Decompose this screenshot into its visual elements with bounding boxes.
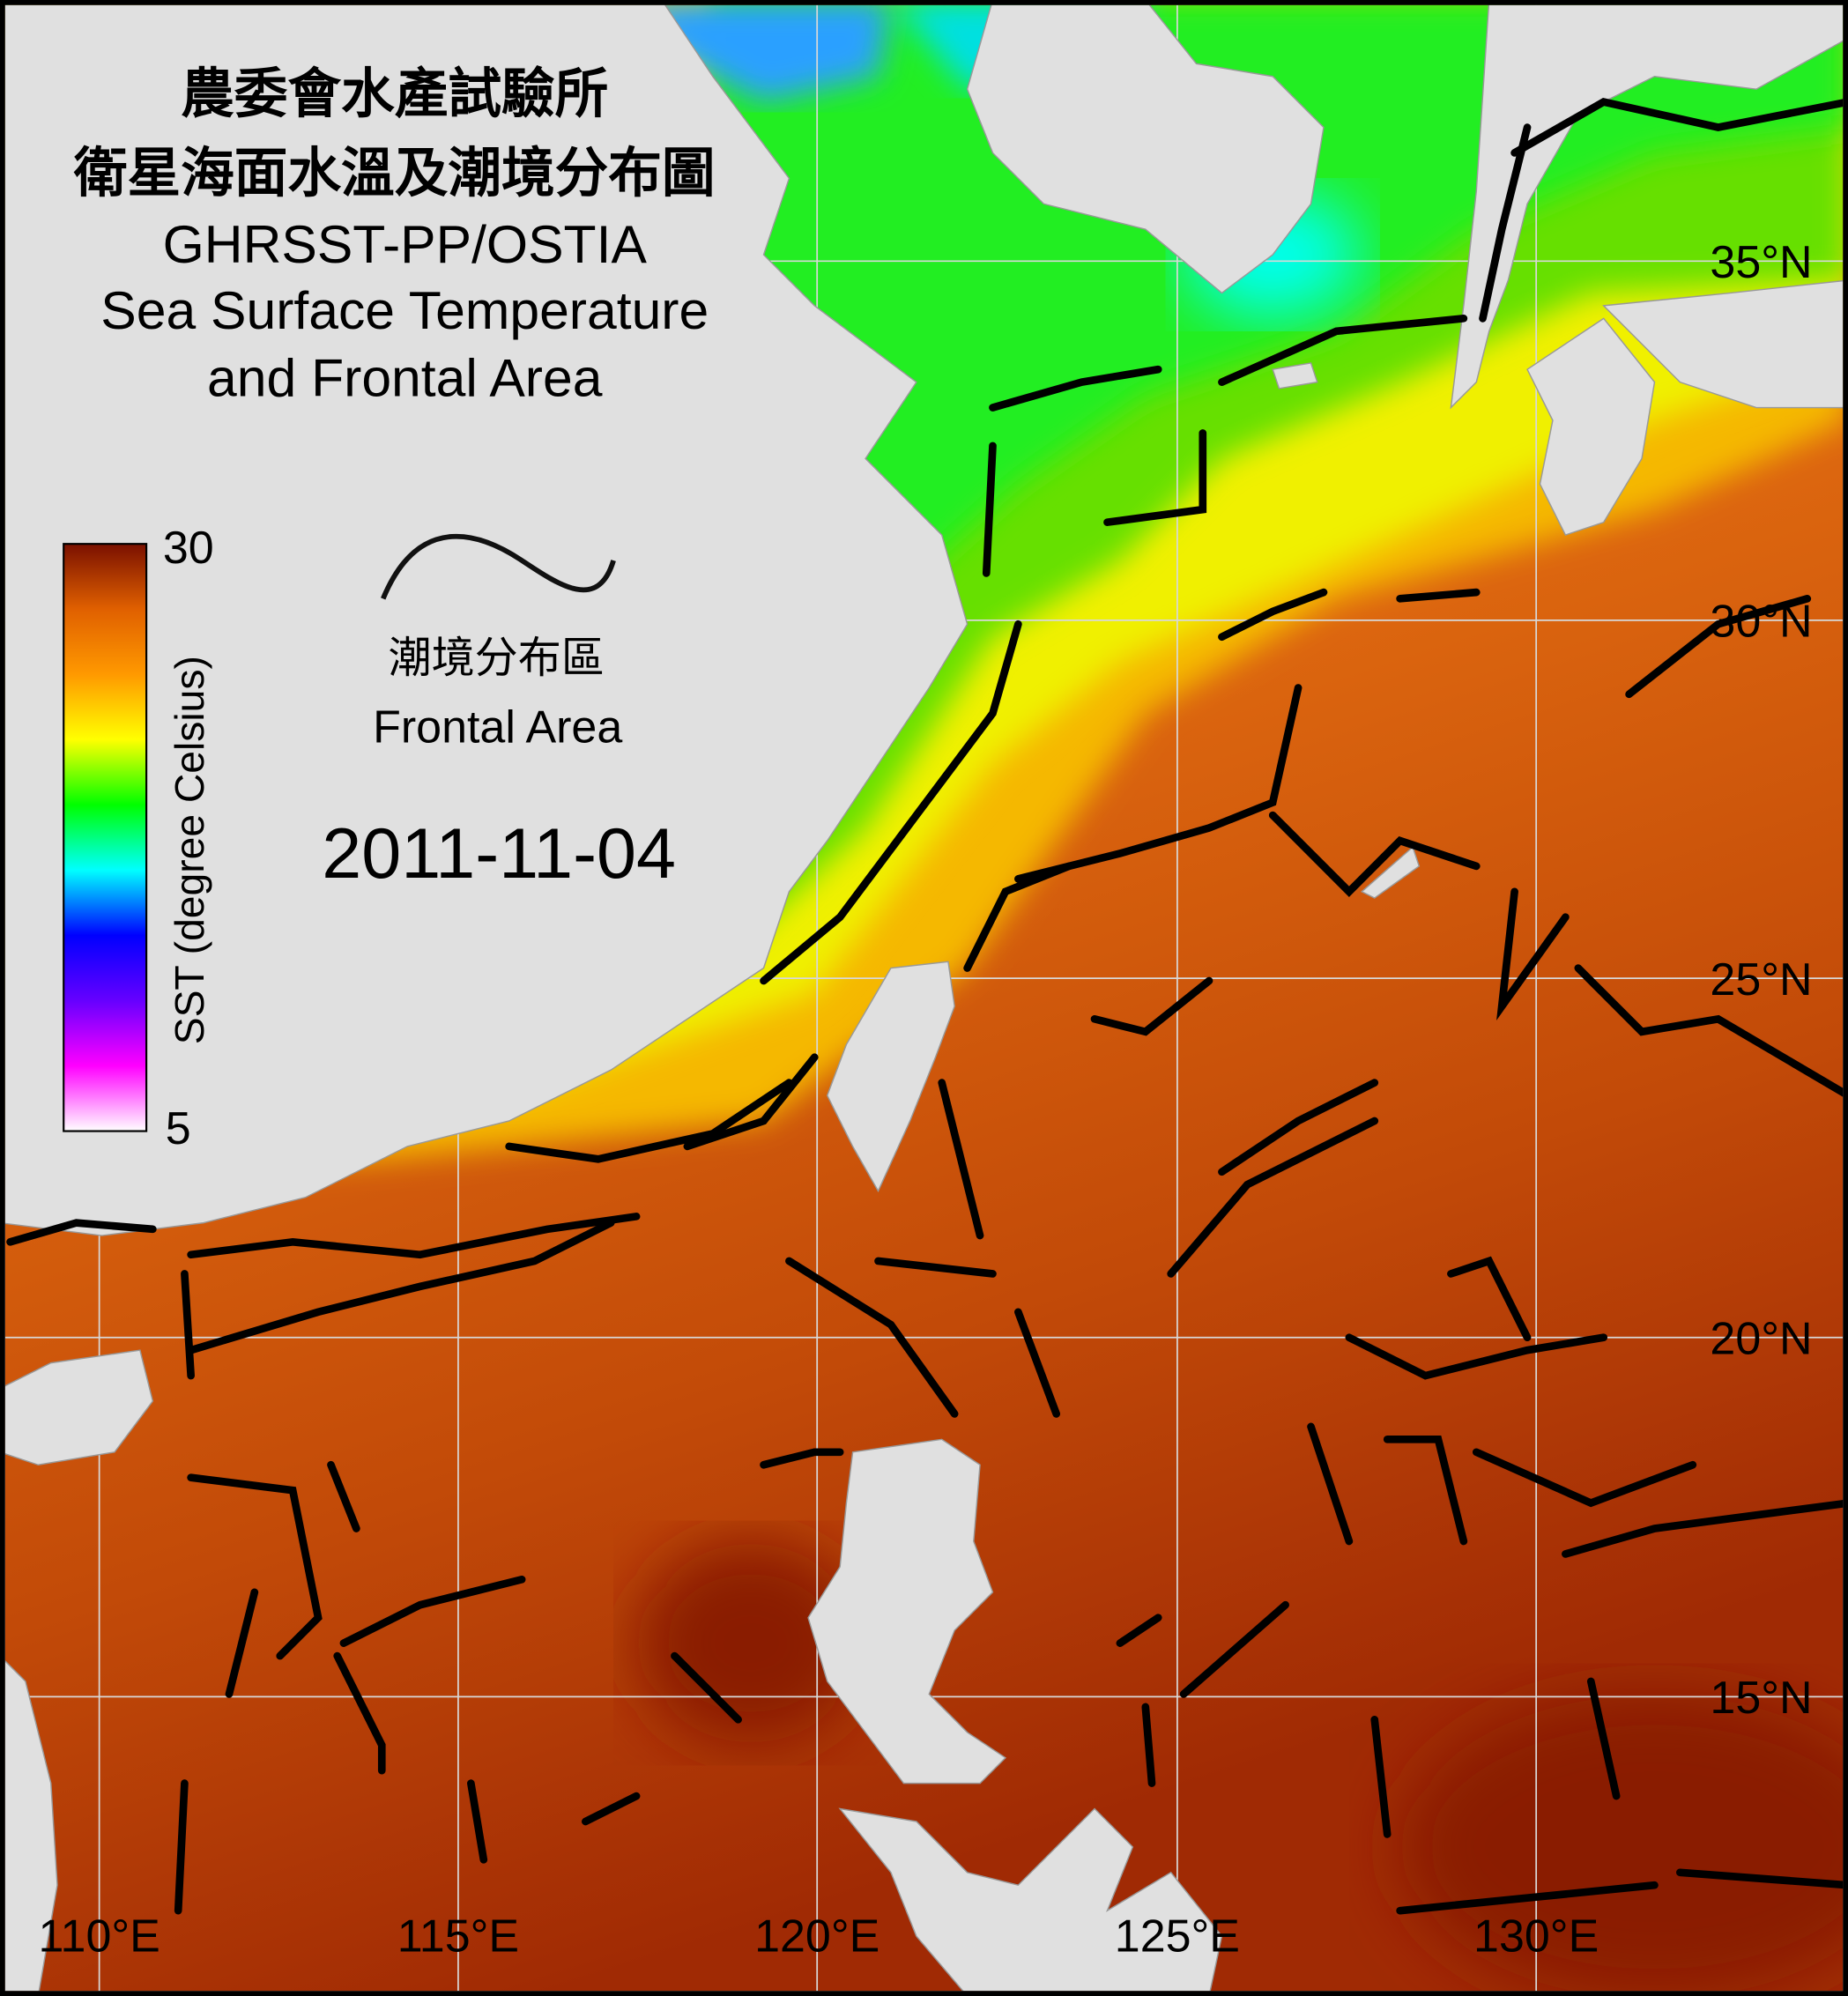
front-line <box>1496 887 1570 1020</box>
longitude-labels: 110°E 115°E 120°E 125°E 130°E <box>38 1911 1599 1962</box>
front-line <box>225 1588 259 1698</box>
front-line <box>1268 811 1481 897</box>
front-line <box>187 1219 615 1354</box>
longitude-label: 110°E <box>38 1911 160 1962</box>
front-legend-label-zh: 潮境分布區 <box>389 632 605 683</box>
front-line <box>874 1257 997 1278</box>
front-line <box>1396 588 1481 603</box>
front-line <box>1574 964 1844 1097</box>
front-legend-line-icon <box>381 533 616 600</box>
land-hainan <box>4 1349 154 1465</box>
front-line <box>505 1079 793 1163</box>
front-line <box>1625 595 1812 699</box>
longitude-label: 125°E <box>1115 1911 1240 1962</box>
front-line <box>1472 1448 1697 1508</box>
land-okinawa <box>1361 845 1421 899</box>
land-taiwan <box>826 961 955 1193</box>
title-zh-line1: 農委會水產試驗所 <box>181 63 608 125</box>
front-line <box>582 1792 641 1826</box>
date-label: 2011-11-04 <box>322 814 676 894</box>
front-line <box>1116 1614 1162 1647</box>
front-line <box>1218 315 1468 386</box>
front-line <box>1396 1881 1659 1915</box>
title-en-line3: and Frontal Area <box>207 348 603 408</box>
front-line <box>333 1651 386 1775</box>
latitude-label: 15°N <box>1710 1673 1812 1724</box>
front-line <box>982 441 997 577</box>
front-line <box>1014 684 1303 883</box>
front-line <box>1586 1677 1621 1800</box>
latitude-label: 30°N <box>1710 597 1812 648</box>
front-line <box>1479 123 1532 323</box>
title-block: 農委會水產試驗所 衛星海面水溫及潮境分布圖 GHRSST-PP/OSTIA Se… <box>73 63 716 407</box>
front-line <box>1383 1436 1468 1546</box>
front-line <box>187 1473 323 1660</box>
front-line <box>1345 1333 1608 1380</box>
front-line <box>1167 1117 1379 1278</box>
front-line <box>1090 976 1213 1036</box>
colorbar-max-label: 30 <box>163 523 214 574</box>
land-japan-kyushu <box>1526 317 1656 536</box>
front-line <box>760 620 1022 985</box>
colorbar: 30 5 SST (degree Celsius) <box>63 523 214 1154</box>
front-line <box>938 1079 984 1240</box>
colorbar-ramp <box>63 543 148 1132</box>
latitude-label: 25°N <box>1710 954 1812 1005</box>
front-line <box>989 365 1162 412</box>
front-line <box>1218 588 1328 642</box>
front-line <box>1447 1256 1532 1342</box>
title-en-line2: Sea Surface Temperature <box>100 280 709 340</box>
front-line <box>467 1779 488 1864</box>
front-line <box>1676 1868 1844 1889</box>
land-visayas <box>838 1807 1223 1992</box>
title-en-line1: GHRSST-PP/OSTIA <box>163 214 648 274</box>
latitude-label: 20°N <box>1710 1313 1812 1364</box>
front-line <box>1179 1600 1289 1698</box>
land-luzon <box>807 1438 1007 1785</box>
front-line <box>339 1576 526 1647</box>
front-line <box>1014 1308 1061 1418</box>
latitude-label: 35°N <box>1710 237 1812 288</box>
land-jeju <box>1272 362 1318 390</box>
front-line <box>963 862 1073 972</box>
colorbar-min-label: 5 <box>166 1103 191 1154</box>
longitude-label: 130°E <box>1473 1911 1599 1962</box>
longitude-label: 115°E <box>397 1911 519 1962</box>
title-zh-line2: 衛星海面水溫及潮境分布圖 <box>73 143 716 204</box>
front-line <box>785 1257 959 1418</box>
front-line <box>181 1270 195 1380</box>
colorbar-axis-label: SST (degree Celsius) <box>167 656 212 1044</box>
front-line <box>1218 1079 1379 1176</box>
front-line <box>187 1213 641 1259</box>
latitude-labels: 35°N 30°N 25°N 20°N 15°N <box>1710 237 1812 1724</box>
front-line <box>1562 1500 1844 1558</box>
front-line <box>671 1651 742 1724</box>
land-shandong <box>966 4 1325 294</box>
frontal-lines <box>6 98 1844 1915</box>
land-japan-honshu <box>1602 279 1844 409</box>
front-line <box>760 1448 844 1469</box>
longitude-label: 120°E <box>754 1911 879 1962</box>
front-line <box>1103 429 1207 526</box>
front-line <box>1510 98 1844 157</box>
front-legend-label-en: Frontal Area <box>373 702 622 753</box>
front-line <box>1307 1422 1354 1546</box>
land-korea <box>1450 4 1844 410</box>
front-line <box>683 1053 819 1151</box>
front-line <box>1370 1716 1392 1838</box>
front-line <box>1141 1703 1156 1787</box>
land-mainland-china <box>4 4 969 1236</box>
front-legend: 潮境分布區 Frontal Area <box>373 533 622 753</box>
land-indochina <box>4 1659 58 1992</box>
front-line <box>6 1219 157 1246</box>
front-line <box>327 1460 360 1532</box>
front-line <box>174 1779 189 1915</box>
